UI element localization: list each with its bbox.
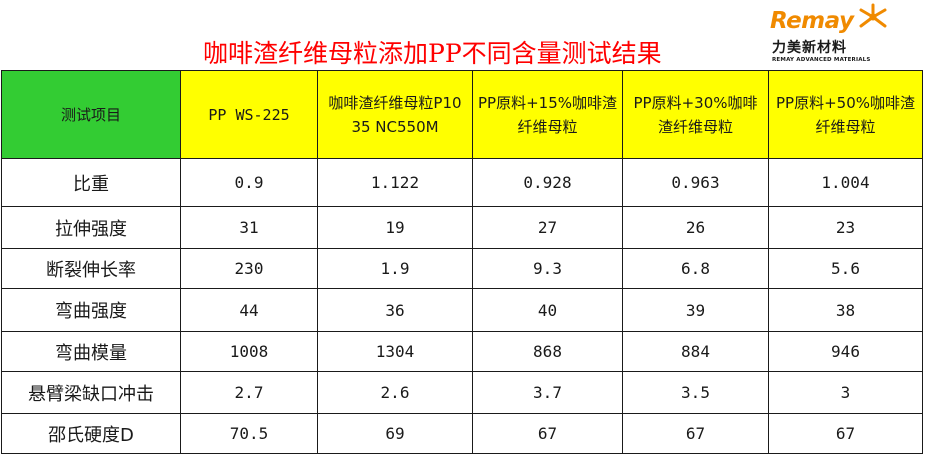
page-title: 咖啡渣纤维母粒添加PP不同含量测试结果 (203, 39, 662, 68)
table-cell: 67 (768, 413, 923, 454)
table-cell: 1.122 (317, 158, 473, 207)
logo-english-name: REMAY ADVANCED MATERIALS (772, 57, 871, 63)
row-label: 断裂伸长率 (1, 248, 181, 289)
table-cell: 44 (180, 288, 318, 332)
table-cell: 3.7 (472, 371, 623, 414)
table-cell: 36 (317, 288, 473, 332)
table-cell: 868 (472, 331, 623, 372)
header-cell-test-item: 测试项目 (1, 70, 181, 159)
table-cell: 1304 (317, 331, 473, 372)
header-cell-15pct: PP原料+15%咖啡渣纤维母粒 (472, 70, 623, 159)
logo-wordmark: Remay (770, 8, 854, 34)
table-cell: 69 (317, 413, 473, 454)
table-cell: 9.3 (472, 248, 623, 289)
table-cell: 0.928 (472, 158, 623, 207)
logo-star-icon (859, 3, 887, 28)
table-cell: 1008 (180, 331, 318, 372)
table-cell: 70.5 (180, 413, 318, 454)
table-cell: 38 (768, 288, 923, 332)
table-cell: 40 (472, 288, 623, 332)
header-cell-50pct-text: PP原料+50%咖啡渣纤维母粒 (776, 93, 915, 136)
company-logo: Remay 力美新材料 REMAY ADVANCED MATERIALS (768, 2, 928, 68)
table-cell: 0.9 (180, 158, 318, 207)
header-cell-30pct: PP原料+30%咖啡渣纤维母粒 (622, 70, 769, 159)
table-body: 比重 0.9 1.122 0.928 0.963 1.004 拉伸强度 31 1… (1, 158, 923, 454)
row-label: 比重 (1, 158, 181, 207)
table-cell: 6.8 (622, 248, 769, 289)
table-row: 邵氏硬度D 70.5 69 67 67 67 (1, 413, 923, 454)
table-row: 比重 0.9 1.122 0.928 0.963 1.004 (1, 158, 923, 207)
header-cell-30pct-text: PP原料+30%咖啡渣纤维母粒 (633, 93, 758, 136)
header-cell-masterbatch: 咖啡渣纤维母粒P1035 NC550M (317, 70, 473, 159)
table-cell: 2.7 (180, 371, 318, 414)
table-row: 断裂伸长率 230 1.9 9.3 6.8 5.6 (1, 248, 923, 289)
table-cell: 67 (622, 413, 769, 454)
table-cell: 1.004 (768, 158, 923, 207)
row-label: 拉伸强度 (1, 206, 181, 249)
header-cell-50pct: PP原料+50%咖啡渣纤维母粒 (768, 70, 923, 159)
table-cell: 23 (768, 206, 923, 249)
row-label: 悬臂梁缺口冲击 (1, 371, 181, 414)
header-cell-masterbatch-text: 咖啡渣纤维母粒P1035 NC550M (328, 93, 462, 136)
table-row: 弯曲强度 44 36 40 39 38 (1, 288, 923, 332)
table-cell: 946 (768, 331, 923, 372)
table-cell: 884 (622, 331, 769, 372)
table-cell: 1.9 (317, 248, 473, 289)
table-cell: 3 (768, 371, 923, 414)
row-label: 弯曲模量 (1, 331, 181, 372)
table-cell: 2.6 (317, 371, 473, 414)
table-row: 拉伸强度 31 19 27 26 23 (1, 206, 923, 249)
row-label: 邵氏硬度D (1, 413, 181, 454)
header-cell-pp: PP WS-225 (180, 70, 318, 159)
table-cell: 39 (622, 288, 769, 332)
table-cell: 3.5 (622, 371, 769, 414)
table-cell: 26 (622, 206, 769, 249)
table-row: 悬臂梁缺口冲击 2.7 2.6 3.7 3.5 3 (1, 371, 923, 414)
header-row: 测试项目 PP WS-225 咖啡渣纤维母粒P1035 NC550M PP原料+… (1, 70, 923, 159)
table-cell: 31 (180, 206, 318, 249)
row-label: 弯曲强度 (1, 288, 181, 332)
table-cell: 19 (317, 206, 473, 249)
table-cell: 5.6 (768, 248, 923, 289)
table-cell: 27 (472, 206, 623, 249)
results-table: 测试项目 PP WS-225 咖啡渣纤维母粒P1035 NC550M PP原料+… (1, 70, 923, 454)
table-row: 弯曲模量 1008 1304 868 884 946 (1, 331, 923, 372)
table-cell: 67 (472, 413, 623, 454)
logo-chinese-name: 力美新材料 (772, 40, 847, 56)
table-cell: 230 (180, 248, 318, 289)
table-cell: 0.963 (622, 158, 769, 207)
header-cell-15pct-text: PP原料+15%咖啡渣纤维母粒 (478, 93, 617, 136)
